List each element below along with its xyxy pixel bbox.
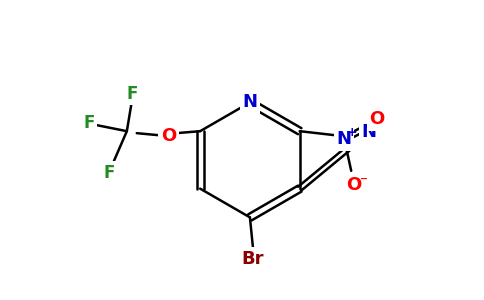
Text: +: + [347, 126, 358, 139]
Text: O: O [161, 127, 176, 145]
Text: Br: Br [242, 250, 264, 268]
Text: N: N [337, 130, 352, 148]
Text: O: O [369, 110, 385, 128]
Text: F: F [126, 85, 137, 103]
Text: F: F [103, 164, 115, 182]
Text: O: O [347, 176, 362, 194]
Text: ⁻: ⁻ [360, 175, 368, 190]
Text: N: N [242, 93, 257, 111]
Text: N: N [362, 123, 377, 141]
Text: F: F [84, 114, 95, 132]
